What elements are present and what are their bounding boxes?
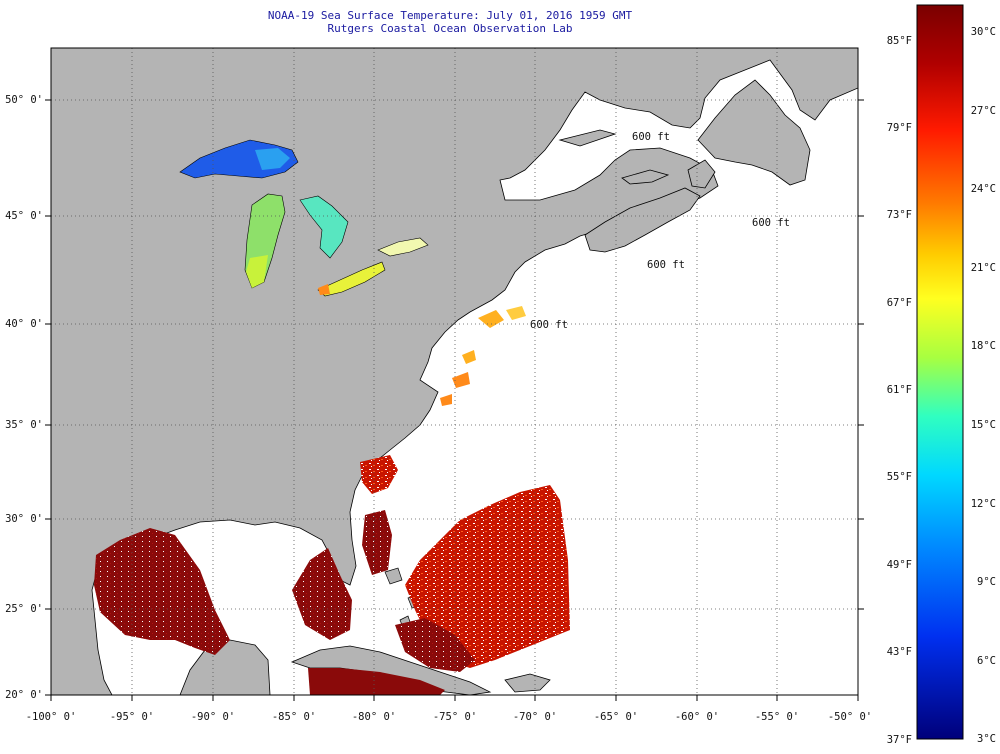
f-label: 37°F [887, 734, 912, 746]
lake-erie-west [318, 284, 330, 295]
lon-label: -55° 0' [755, 711, 799, 723]
land-nova-scotia [584, 187, 701, 253]
f-label: 55°F [887, 471, 912, 483]
lat-axis-labels: 20° 0' 25° 0' 30° 0' 35° 0' 40° 0' 45° 0… [5, 94, 43, 701]
lake-michigan-south [246, 255, 268, 288]
lat-label: 45° 0' [5, 210, 43, 222]
sst-florida-straits [308, 668, 445, 695]
lat-label: 40° 0' [5, 318, 43, 330]
c-label: 21°C [971, 262, 996, 274]
lat-label: 50° 0' [5, 94, 43, 106]
c-label: 18°C [971, 340, 996, 352]
isobath-label: 600 ft [752, 217, 790, 229]
c-label: 9°C [977, 576, 996, 588]
isobath-label: 600 ft [632, 131, 670, 143]
lon-label: -80° 0' [352, 711, 396, 723]
land-hispaniola [504, 673, 551, 693]
lat-label: 35° 0' [5, 419, 43, 431]
lat-label: 30° 0' [5, 513, 43, 525]
lon-label: -85° 0' [272, 711, 316, 723]
f-label: 85°F [887, 35, 912, 47]
c-label: 3°C [977, 733, 996, 745]
map-subtitle: Rutgers Coastal Ocean Observation Lab [327, 22, 573, 35]
f-label: 79°F [887, 122, 912, 134]
lon-label: -65° 0' [594, 711, 638, 723]
lat-label: 20° 0' [5, 689, 43, 701]
colorbar-celsius-labels: 30°C 27°C 24°C 21°C 18°C 15°C 12°C 9°C 6… [971, 26, 996, 745]
f-label: 43°F [887, 646, 912, 658]
c-label: 6°C [977, 655, 996, 667]
c-label: 27°C [971, 105, 996, 117]
land-yucatan [179, 639, 271, 695]
lon-label: -50° 0' [828, 711, 872, 723]
sst-florida-east [362, 510, 392, 575]
c-label: 30°C [971, 26, 996, 38]
isobath-label: 600 ft [647, 259, 685, 271]
c-label: 12°C [971, 498, 996, 510]
lon-label: -60° 0' [675, 711, 719, 723]
c-label: 24°C [971, 183, 996, 195]
land-newfoundland [697, 79, 811, 186]
lon-label: -75° 0' [433, 711, 477, 723]
lon-label: -95° 0' [110, 711, 154, 723]
lake-erie [317, 261, 386, 297]
lat-label: 25° 0' [5, 603, 43, 615]
lake-ontario [377, 237, 429, 257]
sst-gulf-of-mexico [94, 528, 230, 655]
lake-huron [299, 195, 349, 259]
colorbar [916, 4, 964, 740]
axis-ticks [45, 99, 864, 701]
f-label: 61°F [887, 384, 912, 396]
f-label: 73°F [887, 209, 912, 221]
lon-axis-labels: -100° 0' -95° 0' -90° 0' -85° 0' -80° 0'… [26, 711, 872, 723]
land-anticosti [558, 129, 617, 147]
sst-eastern-gulf [292, 548, 352, 640]
map-title: NOAA-19 Sea Surface Temperature: July 01… [267, 9, 633, 22]
f-label: 67°F [887, 297, 912, 309]
isobath-label: 600 ft [530, 319, 568, 331]
f-label: 49°F [887, 559, 912, 571]
c-label: 15°C [971, 419, 996, 431]
land-pei [621, 169, 670, 185]
sst-bahamas-bank [395, 618, 475, 672]
sst-gulf-stream [360, 455, 398, 494]
sst-atlantic-south [405, 485, 570, 668]
sst-mid-atlantic-patches [440, 306, 526, 406]
lon-label: -90° 0' [191, 711, 235, 723]
grid-lines [51, 48, 858, 695]
land-cape-breton [687, 159, 716, 189]
lon-label: -100° 0' [26, 711, 77, 723]
colorbar-fahrenheit-labels: 85°F 79°F 73°F 67°F 61°F 55°F 49°F 43°F … [887, 35, 912, 746]
lake-superior-east [255, 148, 290, 170]
lon-label: -70° 0' [513, 711, 557, 723]
